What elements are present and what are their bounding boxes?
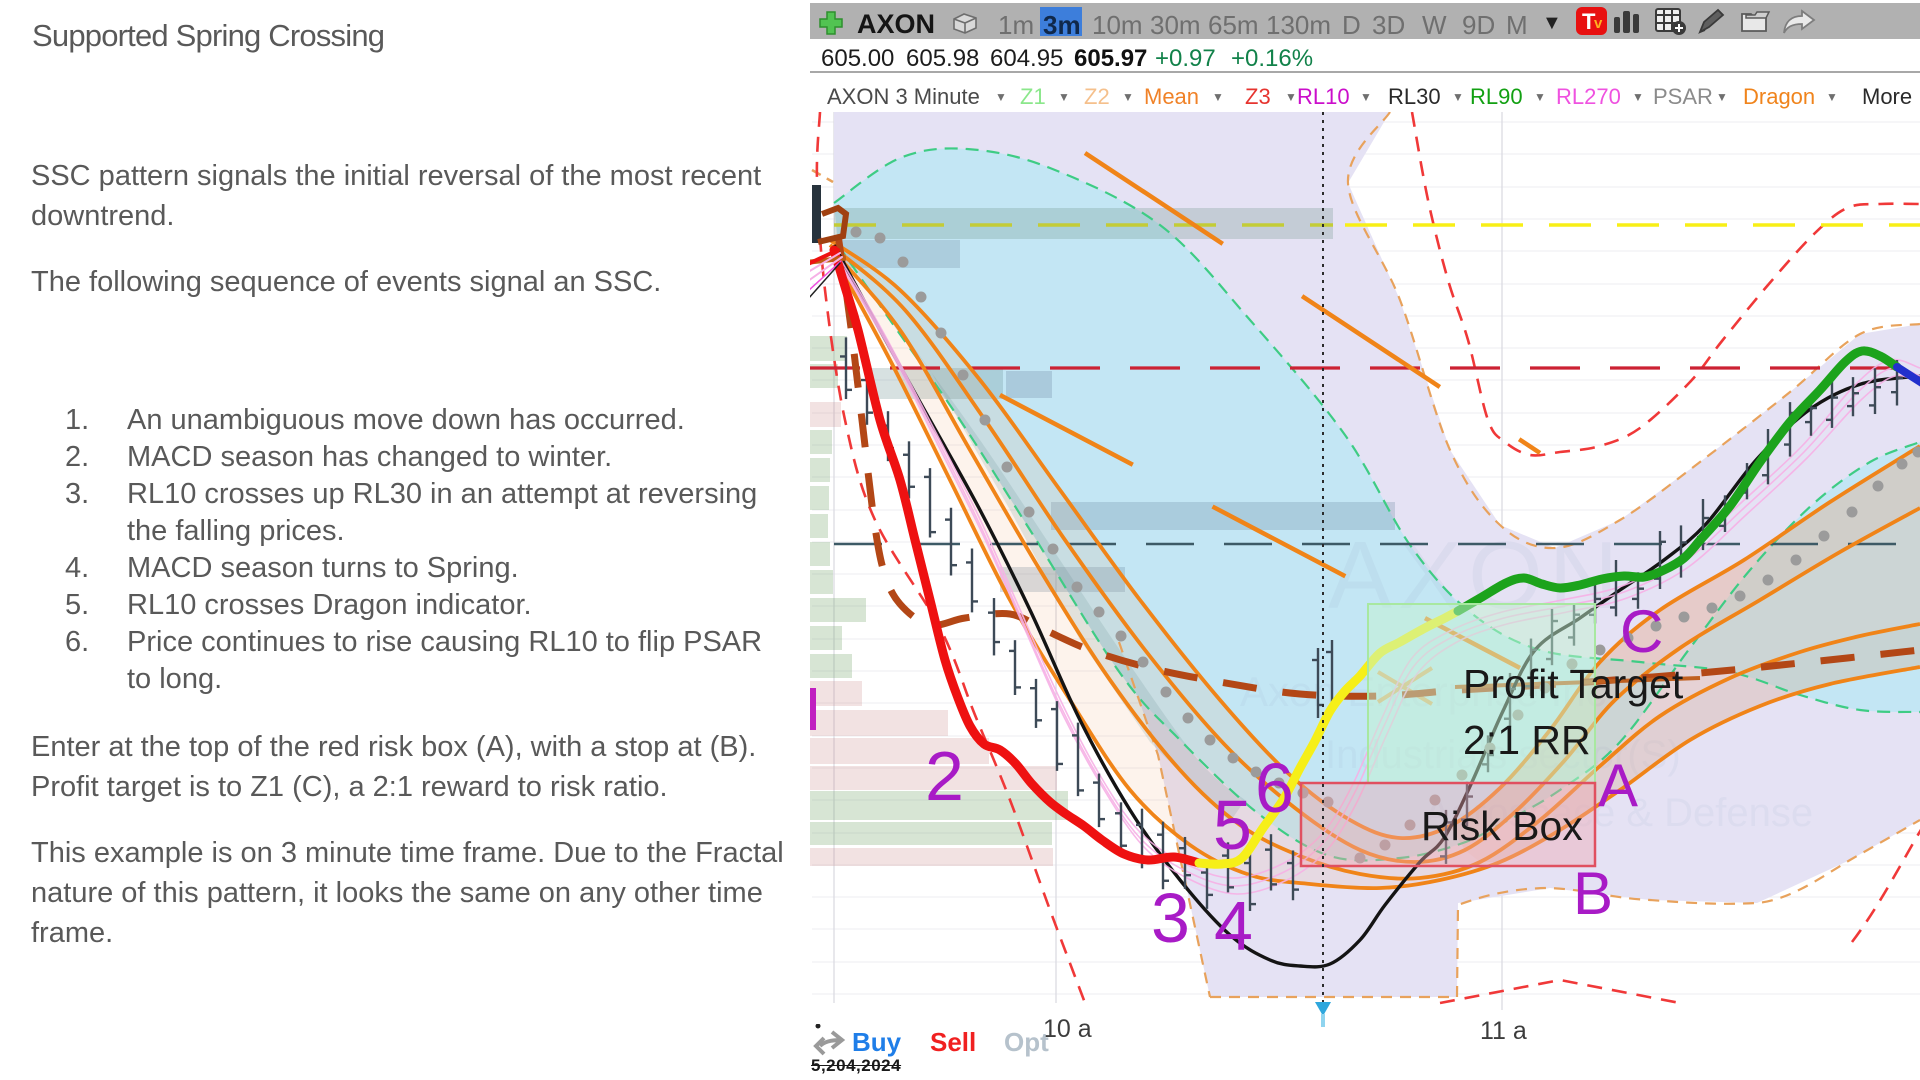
- svg-text:3: 3: [1151, 879, 1190, 957]
- svg-text:C: C: [1620, 598, 1663, 665]
- svg-text:5: 5: [1213, 786, 1252, 864]
- svg-text:Risk Box: Risk Box: [1421, 803, 1583, 849]
- svg-text:2: 2: [925, 737, 964, 815]
- svg-text:Profit Target: Profit Target: [1463, 661, 1684, 707]
- svg-text:A: A: [1598, 752, 1638, 819]
- svg-text:11 a: 11 a: [1480, 1017, 1527, 1045]
- svg-text:10 a: 10 a: [1043, 1015, 1092, 1043]
- svg-text:2:1 RR: 2:1 RR: [1463, 717, 1591, 763]
- svg-text:6: 6: [1255, 749, 1294, 827]
- svg-text:4: 4: [1214, 887, 1253, 965]
- svg-text:B: B: [1573, 860, 1613, 927]
